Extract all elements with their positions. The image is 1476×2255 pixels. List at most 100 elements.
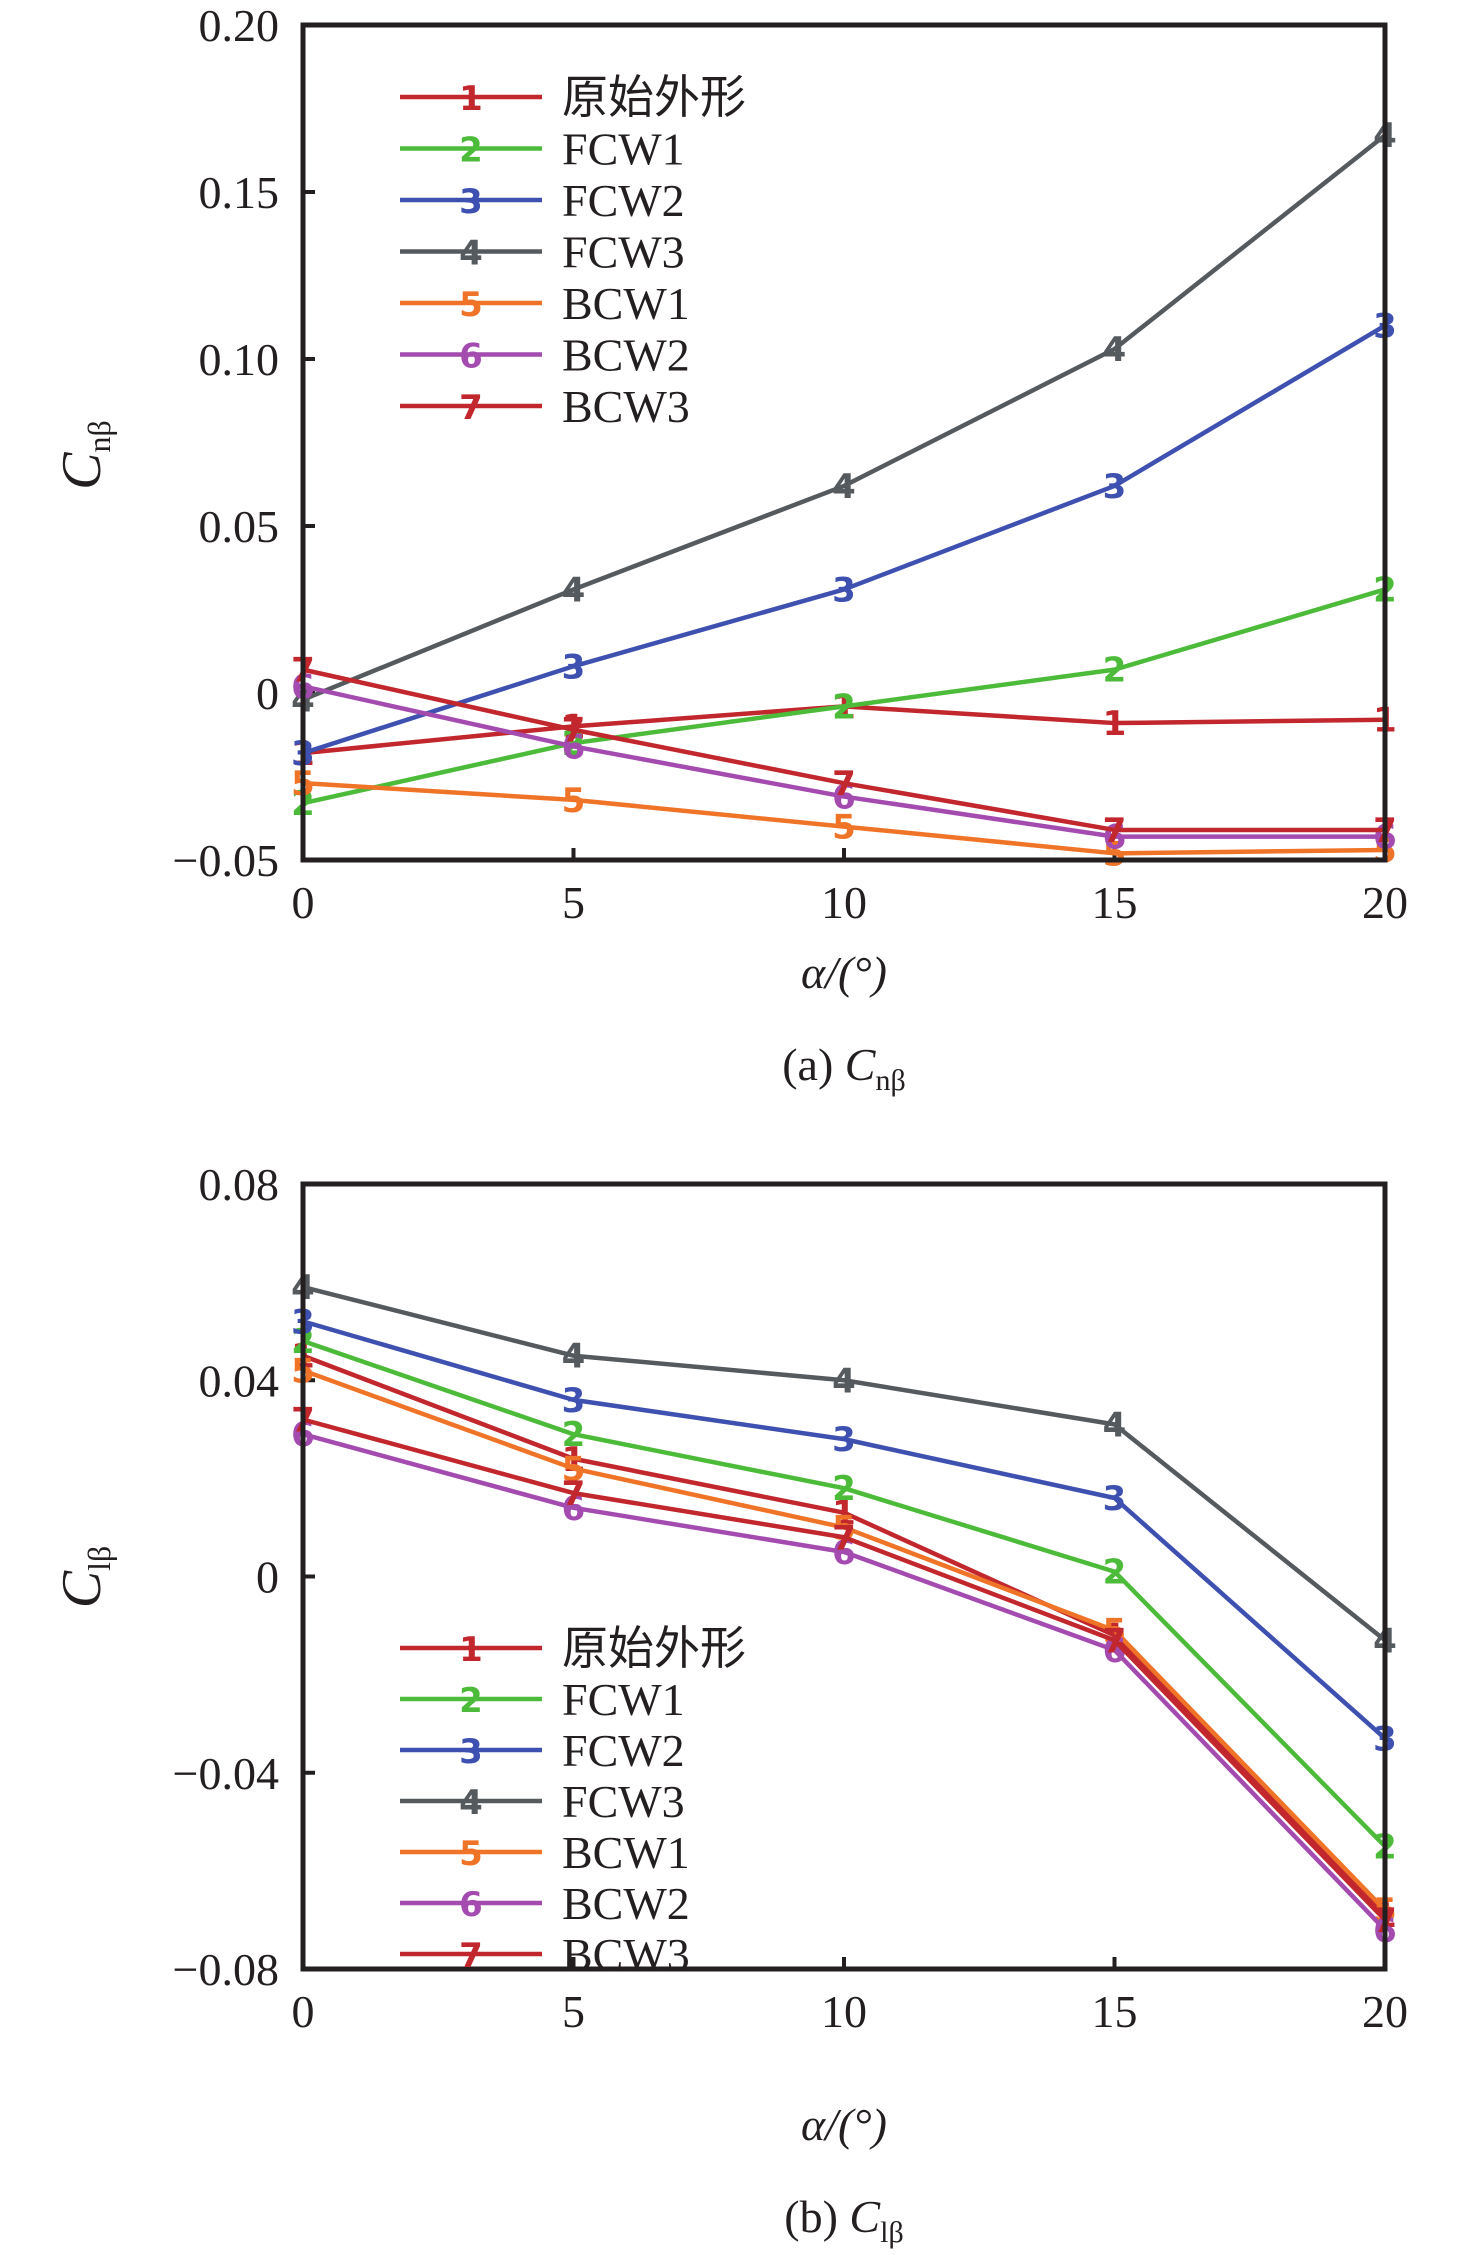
data-point-marker: 3 [832, 570, 856, 610]
series-line-2 [302, 587, 1386, 806]
legend-item: 4 FCW3 [400, 1776, 685, 1827]
chart-caption: (a) Cnβ [782, 1039, 906, 1097]
data-point-marker: 1 [562, 707, 586, 747]
data-point-marker: 3 [562, 1381, 586, 1421]
data-point-marker: 6 [832, 778, 856, 818]
data-point-marker: 6 [562, 1489, 586, 1529]
y-tick-label: 0.10 [199, 334, 280, 385]
y-tick-label: 0.04 [199, 1355, 280, 1406]
data-point-marker: 5 [1103, 834, 1127, 874]
data-point-marker: 7 [832, 764, 856, 804]
legend-marker: 7 [459, 1936, 483, 1976]
y-axis-subscript: lβ [81, 1546, 117, 1571]
data-point-marker: 2 [562, 724, 586, 764]
x-tick-label: 5 [562, 1986, 585, 2037]
legend-marker: 2 [459, 1681, 483, 1721]
legend-marker: 5 [459, 285, 483, 325]
caption-prefix: (a) [782, 1039, 845, 1090]
x-axis-title: α/(°) [801, 2099, 887, 2150]
data-point-marker: 7 [1103, 811, 1127, 851]
data-point-marker: 4 [1103, 330, 1127, 370]
legend-label: FCW2 [562, 1725, 685, 1776]
legend-label: 原始外形 [562, 72, 746, 123]
legend-item: 6 BCW2 [400, 1878, 690, 1929]
plot-frame [300, 1181, 1388, 1972]
data-point-marker: 3 [1103, 467, 1127, 507]
data-point-marker: 2 [1103, 1553, 1127, 1593]
legend-item: 4 FCW3 [400, 227, 685, 278]
data-point-marker: 2 [562, 1415, 586, 1455]
legend-label: FCW2 [562, 175, 685, 226]
data-point-marker: 4 [562, 570, 586, 610]
legend-item: 5 BCW1 [400, 278, 690, 329]
data-point-marker: 5 [832, 808, 856, 848]
legend-item: 2 FCW1 [400, 124, 685, 175]
y-tick-label: 0.08 [199, 1159, 280, 1210]
data-point-marker: 6 [1103, 1631, 1127, 1671]
y-axis-symbol: C [51, 452, 113, 490]
series-line-3 [302, 1319, 1387, 1741]
legend-label: FCW3 [562, 227, 685, 278]
legend-label: BCW3 [562, 1929, 690, 1980]
legend-marker: 1 [459, 79, 483, 119]
legend-item: 1 原始外形 [400, 1623, 746, 1674]
legend-label: BCW1 [562, 278, 690, 329]
legend-label: BCW2 [562, 330, 690, 381]
caption-prefix: (b) [784, 2191, 849, 2242]
y-tick-label: −0.05 [173, 835, 279, 886]
caption-symbol: C [845, 1039, 877, 1090]
x-tick-label: 0 [292, 1986, 315, 2037]
chart-caption: (b) Clβ [784, 2191, 903, 2249]
data-point-marker: 6 [832, 1533, 856, 1573]
legend-marker: 4 [459, 234, 483, 274]
legend-item: 6 BCW2 [400, 330, 690, 381]
data-point-marker: 5 [562, 1450, 586, 1490]
legend-marker: 1 [459, 1630, 483, 1670]
y-tick-label: 0.20 [199, 0, 280, 51]
data-point-marker: 2 [832, 687, 856, 727]
series-line-6 [302, 1432, 1387, 1932]
data-point-marker: 4 [832, 1361, 856, 1401]
caption-subscript: lβ [880, 2216, 904, 2249]
data-point-marker: 7 [832, 1518, 856, 1558]
data-point-marker: 2 [1103, 651, 1127, 691]
y-tick-label: 0 [256, 1552, 279, 1603]
y-tick-label: 0 [256, 668, 279, 719]
y-tick-label: 0.15 [199, 167, 280, 218]
legend-label: FCW3 [562, 1776, 685, 1827]
legend-marker: 2 [459, 131, 483, 171]
legend-marker: 3 [459, 182, 483, 222]
series-line-1 [302, 1353, 1387, 1917]
legend-item: 3 FCW2 [400, 1725, 685, 1776]
caption-subscript: nβ [875, 1064, 905, 1097]
data-point-marker: 1 [1103, 704, 1127, 744]
legend-item: 5 BCW1 [400, 1827, 690, 1878]
x-tick-label: 15 [1092, 877, 1138, 928]
data-point-marker: 2 [832, 1469, 856, 1509]
legend: 1 原始外形 2 FCW1 3 FCW2 4 FCW3 5 BCW1 6 BCW2 7 BCW3 [400, 72, 746, 432]
plot-frame [300, 22, 1388, 863]
x-tick-label: 10 [821, 1986, 867, 2037]
series-line-5 [302, 1368, 1387, 1912]
series-line-7 [302, 1417, 1387, 1922]
x-axis-title: α/(°) [801, 947, 887, 998]
y-axis-subscript: nβ [81, 420, 117, 452]
legend-item: 1 原始外形 [400, 72, 746, 123]
data-point-marker: 6 [562, 727, 586, 767]
y-tick-label: −0.08 [173, 1944, 279, 1995]
caption-symbol: C [849, 2191, 881, 2242]
data-point-marker: 7 [562, 1474, 586, 1514]
series-line-4 [302, 133, 1387, 702]
data-point-marker: 7 [562, 711, 586, 751]
data-point-marker: 4 [832, 467, 856, 507]
data-point-marker: 3 [1103, 1479, 1127, 1519]
series-line-4 [302, 1284, 1387, 1643]
legend-marker: 3 [459, 1732, 483, 1772]
legend: 1 原始外形 2 FCW1 3 FCW2 4 FCW3 5 BCW1 6 BCW2 7 BCW3 [400, 1623, 746, 1980]
data-point-marker: 3 [832, 1420, 856, 1460]
x-tick-label: 5 [562, 877, 585, 928]
